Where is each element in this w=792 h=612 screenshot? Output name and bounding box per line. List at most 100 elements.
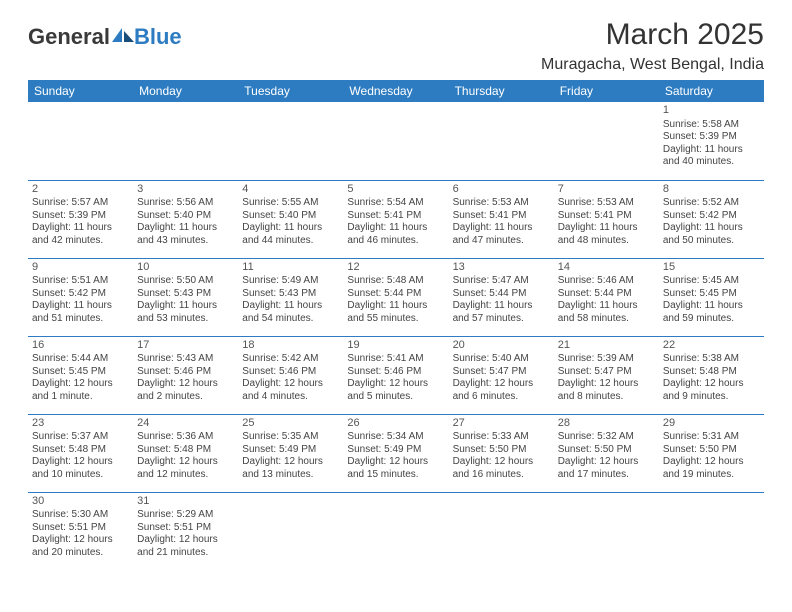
sunrise-text: Sunrise: 5:31 AM bbox=[663, 431, 760, 444]
page-subtitle: Muragacha, West Bengal, India bbox=[541, 56, 764, 74]
sunset-text: Sunset: 5:41 PM bbox=[453, 210, 550, 223]
calendar-page: General Blue March 2025 Muragacha, West … bbox=[0, 0, 792, 570]
sunrise-text: Sunrise: 5:30 AM bbox=[32, 509, 129, 522]
calendar-cell: 13Sunrise: 5:47 AMSunset: 5:44 PMDayligh… bbox=[449, 258, 554, 336]
calendar-cell: 22Sunrise: 5:38 AMSunset: 5:48 PMDayligh… bbox=[659, 336, 764, 414]
sunset-text: Sunset: 5:46 PM bbox=[347, 366, 444, 379]
logo: General Blue bbox=[28, 18, 182, 50]
sunrise-text: Sunrise: 5:36 AM bbox=[137, 431, 234, 444]
day-number: 5 bbox=[347, 183, 444, 197]
calendar-cell: 14Sunrise: 5:46 AMSunset: 5:44 PMDayligh… bbox=[554, 258, 659, 336]
daylight-text: Daylight: 11 hours and 48 minutes. bbox=[558, 222, 655, 247]
calendar-cell: 27Sunrise: 5:33 AMSunset: 5:50 PMDayligh… bbox=[449, 414, 554, 492]
day-number: 11 bbox=[242, 261, 339, 275]
day-number: 20 bbox=[453, 339, 550, 353]
sunrise-text: Sunrise: 5:48 AM bbox=[347, 275, 444, 288]
calendar-cell: 5Sunrise: 5:54 AMSunset: 5:41 PMDaylight… bbox=[343, 180, 448, 258]
sunrise-text: Sunrise: 5:52 AM bbox=[663, 197, 760, 210]
daylight-text: Daylight: 12 hours and 15 minutes. bbox=[347, 456, 444, 481]
daylight-text: Daylight: 11 hours and 54 minutes. bbox=[242, 300, 339, 325]
daylight-text: Daylight: 12 hours and 4 minutes. bbox=[242, 378, 339, 403]
sunrise-text: Sunrise: 5:46 AM bbox=[558, 275, 655, 288]
weekday-header: Saturday bbox=[659, 80, 764, 102]
daylight-text: Daylight: 12 hours and 13 minutes. bbox=[242, 456, 339, 481]
daylight-text: Daylight: 12 hours and 16 minutes. bbox=[453, 456, 550, 481]
calendar-cell: 19Sunrise: 5:41 AMSunset: 5:46 PMDayligh… bbox=[343, 336, 448, 414]
day-number: 21 bbox=[558, 339, 655, 353]
daylight-text: Daylight: 12 hours and 9 minutes. bbox=[663, 378, 760, 403]
calendar-cell-empty bbox=[238, 102, 343, 180]
sunset-text: Sunset: 5:50 PM bbox=[558, 444, 655, 457]
calendar-cell: 24Sunrise: 5:36 AMSunset: 5:48 PMDayligh… bbox=[133, 414, 238, 492]
sunrise-text: Sunrise: 5:39 AM bbox=[558, 353, 655, 366]
day-number: 8 bbox=[663, 183, 760, 197]
daylight-text: Daylight: 12 hours and 10 minutes. bbox=[32, 456, 129, 481]
calendar-row: 2Sunrise: 5:57 AMSunset: 5:39 PMDaylight… bbox=[28, 180, 764, 258]
sunrise-text: Sunrise: 5:38 AM bbox=[663, 353, 760, 366]
calendar-head: SundayMondayTuesdayWednesdayThursdayFrid… bbox=[28, 80, 764, 102]
daylight-text: Daylight: 11 hours and 50 minutes. bbox=[663, 222, 760, 247]
daylight-text: Daylight: 11 hours and 46 minutes. bbox=[347, 222, 444, 247]
calendar-cell-empty bbox=[133, 102, 238, 180]
sunrise-text: Sunrise: 5:42 AM bbox=[242, 353, 339, 366]
weekday-header: Friday bbox=[554, 80, 659, 102]
header: General Blue March 2025 Muragacha, West … bbox=[28, 18, 764, 74]
sunrise-text: Sunrise: 5:43 AM bbox=[137, 353, 234, 366]
weekday-row: SundayMondayTuesdayWednesdayThursdayFrid… bbox=[28, 80, 764, 102]
daylight-text: Daylight: 11 hours and 40 minutes. bbox=[663, 144, 760, 169]
logo-text-1: General bbox=[28, 24, 110, 50]
calendar-row: 16Sunrise: 5:44 AMSunset: 5:45 PMDayligh… bbox=[28, 336, 764, 414]
sunset-text: Sunset: 5:42 PM bbox=[32, 288, 129, 301]
day-number: 22 bbox=[663, 339, 760, 353]
day-number: 24 bbox=[137, 417, 234, 431]
calendar-cell: 4Sunrise: 5:55 AMSunset: 5:40 PMDaylight… bbox=[238, 180, 343, 258]
daylight-text: Daylight: 12 hours and 1 minute. bbox=[32, 378, 129, 403]
calendar-row: 1Sunrise: 5:58 AMSunset: 5:39 PMDaylight… bbox=[28, 102, 764, 180]
sunrise-text: Sunrise: 5:37 AM bbox=[32, 431, 129, 444]
day-number: 31 bbox=[137, 495, 234, 509]
page-title: March 2025 bbox=[541, 18, 764, 52]
sunset-text: Sunset: 5:48 PM bbox=[32, 444, 129, 457]
day-number: 23 bbox=[32, 417, 129, 431]
calendar-cell-empty bbox=[554, 102, 659, 180]
calendar-cell-empty bbox=[449, 492, 554, 570]
day-number: 26 bbox=[347, 417, 444, 431]
sunrise-text: Sunrise: 5:33 AM bbox=[453, 431, 550, 444]
day-number: 12 bbox=[347, 261, 444, 275]
sunset-text: Sunset: 5:45 PM bbox=[32, 366, 129, 379]
daylight-text: Daylight: 11 hours and 55 minutes. bbox=[347, 300, 444, 325]
weekday-header: Wednesday bbox=[343, 80, 448, 102]
calendar-body: 1Sunrise: 5:58 AMSunset: 5:39 PMDaylight… bbox=[28, 102, 764, 570]
calendar-cell: 12Sunrise: 5:48 AMSunset: 5:44 PMDayligh… bbox=[343, 258, 448, 336]
sunset-text: Sunset: 5:41 PM bbox=[347, 210, 444, 223]
daylight-text: Daylight: 11 hours and 43 minutes. bbox=[137, 222, 234, 247]
sunset-text: Sunset: 5:49 PM bbox=[347, 444, 444, 457]
sunset-text: Sunset: 5:47 PM bbox=[558, 366, 655, 379]
weekday-header: Tuesday bbox=[238, 80, 343, 102]
calendar-row: 30Sunrise: 5:30 AMSunset: 5:51 PMDayligh… bbox=[28, 492, 764, 570]
sunset-text: Sunset: 5:39 PM bbox=[32, 210, 129, 223]
day-number: 15 bbox=[663, 261, 760, 275]
sunset-text: Sunset: 5:42 PM bbox=[663, 210, 760, 223]
day-number: 13 bbox=[453, 261, 550, 275]
daylight-text: Daylight: 11 hours and 59 minutes. bbox=[663, 300, 760, 325]
calendar-cell: 28Sunrise: 5:32 AMSunset: 5:50 PMDayligh… bbox=[554, 414, 659, 492]
calendar-cell: 6Sunrise: 5:53 AMSunset: 5:41 PMDaylight… bbox=[449, 180, 554, 258]
day-number: 3 bbox=[137, 183, 234, 197]
weekday-header: Thursday bbox=[449, 80, 554, 102]
sunrise-text: Sunrise: 5:34 AM bbox=[347, 431, 444, 444]
daylight-text: Daylight: 12 hours and 19 minutes. bbox=[663, 456, 760, 481]
day-number: 16 bbox=[32, 339, 129, 353]
logo-text-2: Blue bbox=[134, 24, 182, 50]
sunset-text: Sunset: 5:40 PM bbox=[137, 210, 234, 223]
day-number: 27 bbox=[453, 417, 550, 431]
daylight-text: Daylight: 12 hours and 5 minutes. bbox=[347, 378, 444, 403]
daylight-text: Daylight: 11 hours and 51 minutes. bbox=[32, 300, 129, 325]
daylight-text: Daylight: 11 hours and 58 minutes. bbox=[558, 300, 655, 325]
sunset-text: Sunset: 5:46 PM bbox=[242, 366, 339, 379]
sunrise-text: Sunrise: 5:53 AM bbox=[453, 197, 550, 210]
sunset-text: Sunset: 5:44 PM bbox=[347, 288, 444, 301]
sunset-text: Sunset: 5:48 PM bbox=[137, 444, 234, 457]
calendar-cell: 7Sunrise: 5:53 AMSunset: 5:41 PMDaylight… bbox=[554, 180, 659, 258]
sunset-text: Sunset: 5:43 PM bbox=[137, 288, 234, 301]
